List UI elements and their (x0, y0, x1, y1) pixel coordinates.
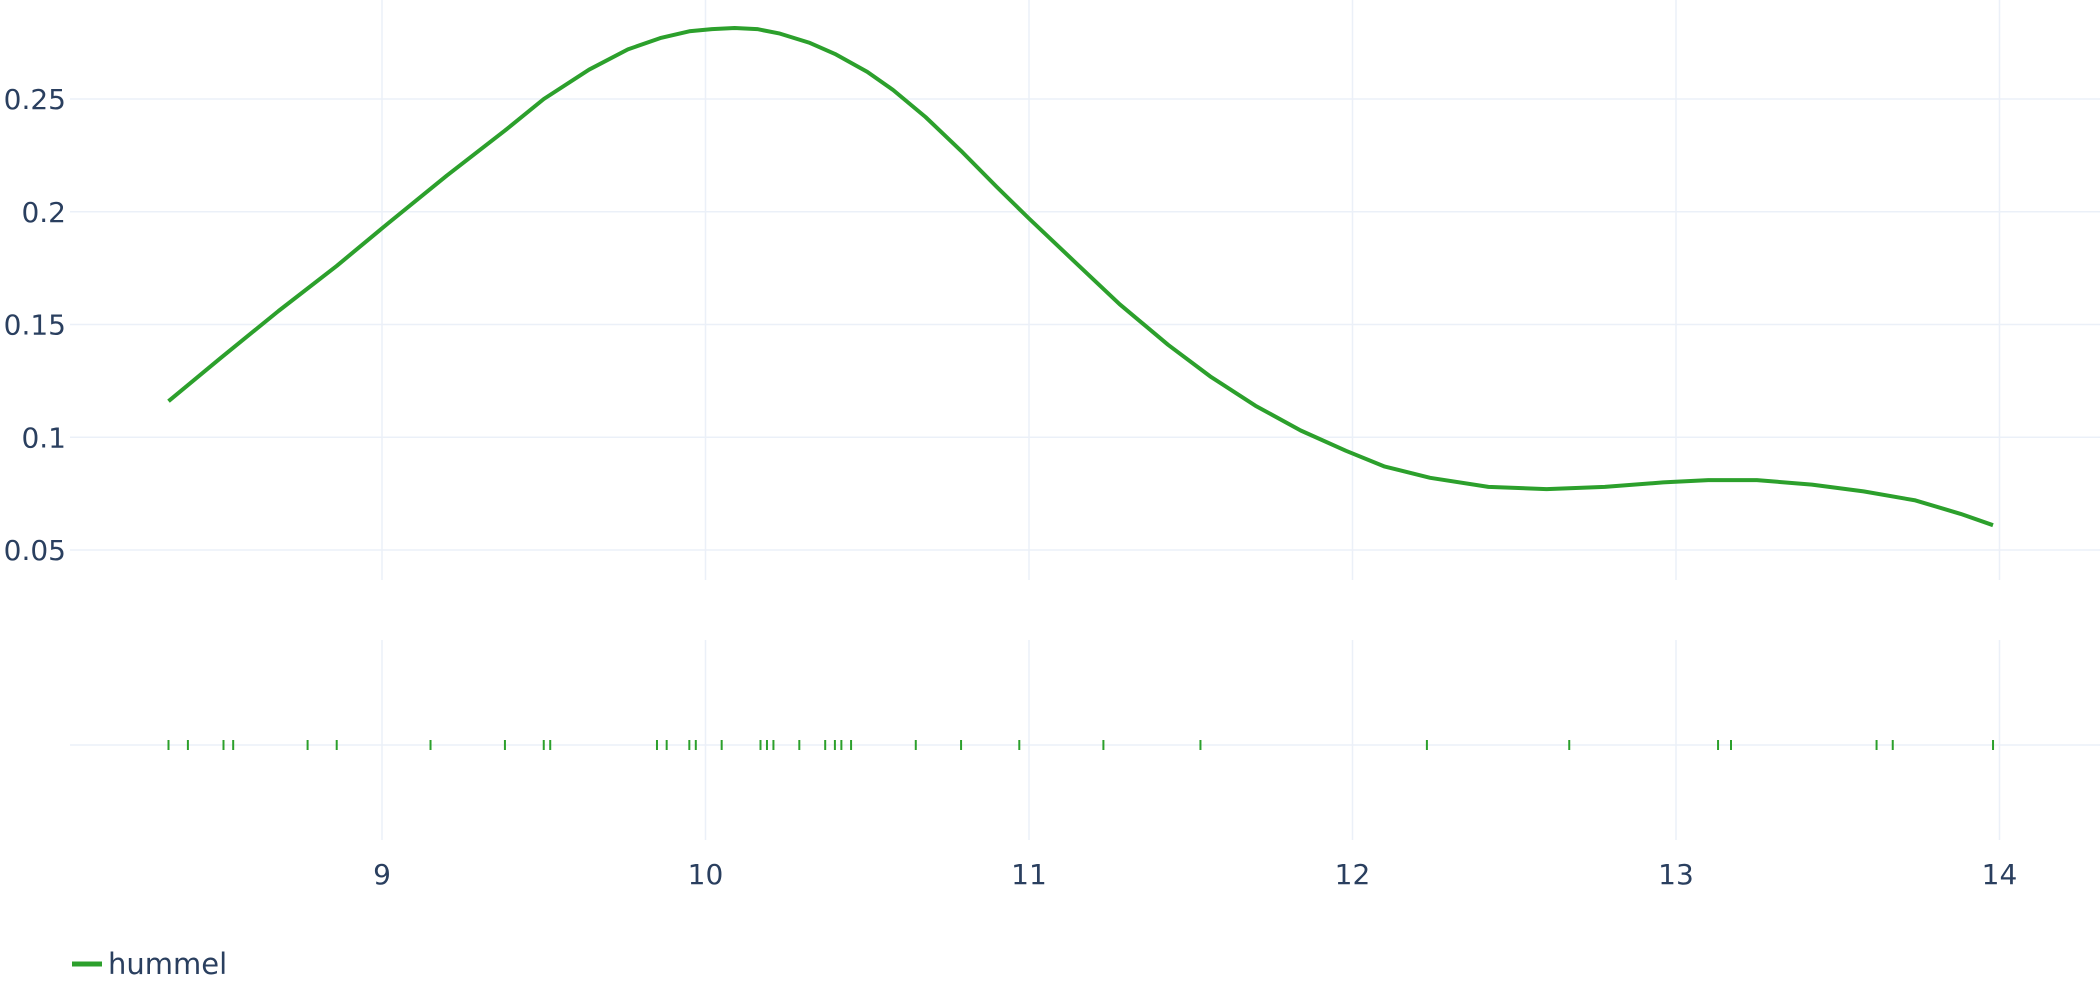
x-tick-label: 9 (373, 858, 391, 891)
x-tick-label: 11 (1011, 858, 1047, 891)
x-tick-label: 14 (1982, 858, 2018, 891)
legend[interactable]: hummel (72, 947, 227, 981)
y-axis: 0.05 0.1 0.15 0.2 0.25 (4, 83, 66, 567)
x-tick-label: 13 (1658, 858, 1694, 891)
y-tick-label: 0.05 (4, 534, 66, 567)
y-tick-label: 0.2 (21, 196, 66, 229)
rug-plot-gridlines (70, 640, 2100, 840)
legend-label: hummel (108, 947, 227, 981)
rug-plot-area (167, 740, 1995, 750)
y-tick-label: 0.15 (4, 309, 66, 342)
series-line-hummel[interactable] (167, 26, 1994, 528)
x-tick-label: 10 (688, 858, 724, 891)
x-axis: 9 10 11 12 13 14 (373, 858, 2017, 891)
x-tick-label: 12 (1335, 858, 1371, 891)
y-tick-label: 0.1 (21, 421, 66, 454)
main-plot-gridlines (70, 0, 2100, 580)
y-tick-label: 0.25 (4, 83, 66, 116)
main-plot-area (167, 26, 1994, 528)
